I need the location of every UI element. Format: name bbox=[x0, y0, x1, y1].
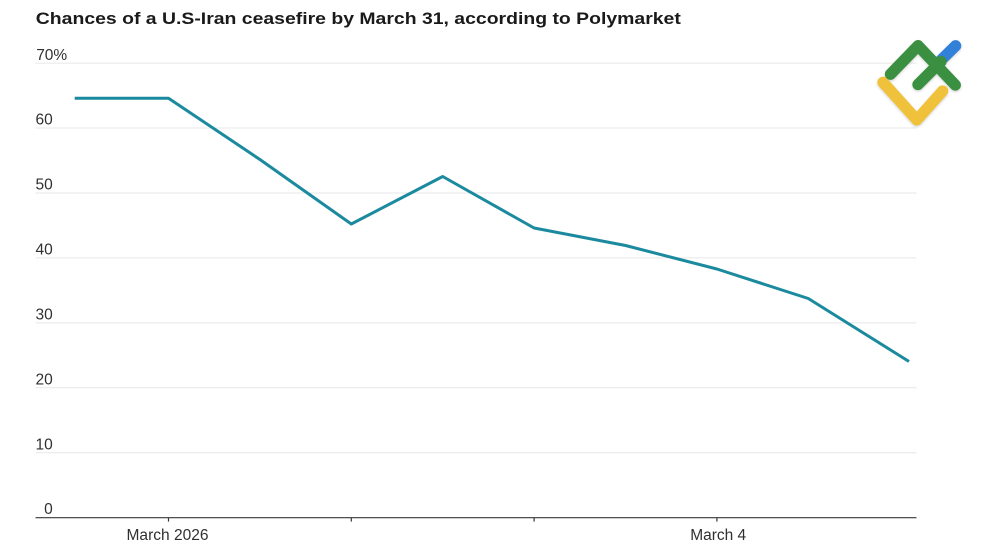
svg-text:Chances of a U.S-Iran ceasefir: Chances of a U.S-Iran ceasefire by March… bbox=[36, 9, 681, 28]
svg-text:20: 20 bbox=[36, 372, 54, 389]
svg-text:70%: 70% bbox=[36, 47, 67, 64]
svg-text:60: 60 bbox=[36, 112, 54, 129]
svg-text:10: 10 bbox=[36, 437, 54, 454]
svg-text:50: 50 bbox=[36, 177, 54, 194]
svg-text:0: 0 bbox=[44, 501, 53, 518]
svg-text:March 4: March 4 bbox=[690, 527, 746, 544]
svg-text:March 2026: March 2026 bbox=[127, 527, 209, 544]
svg-text:40: 40 bbox=[36, 242, 54, 259]
svg-text:30: 30 bbox=[36, 307, 54, 324]
